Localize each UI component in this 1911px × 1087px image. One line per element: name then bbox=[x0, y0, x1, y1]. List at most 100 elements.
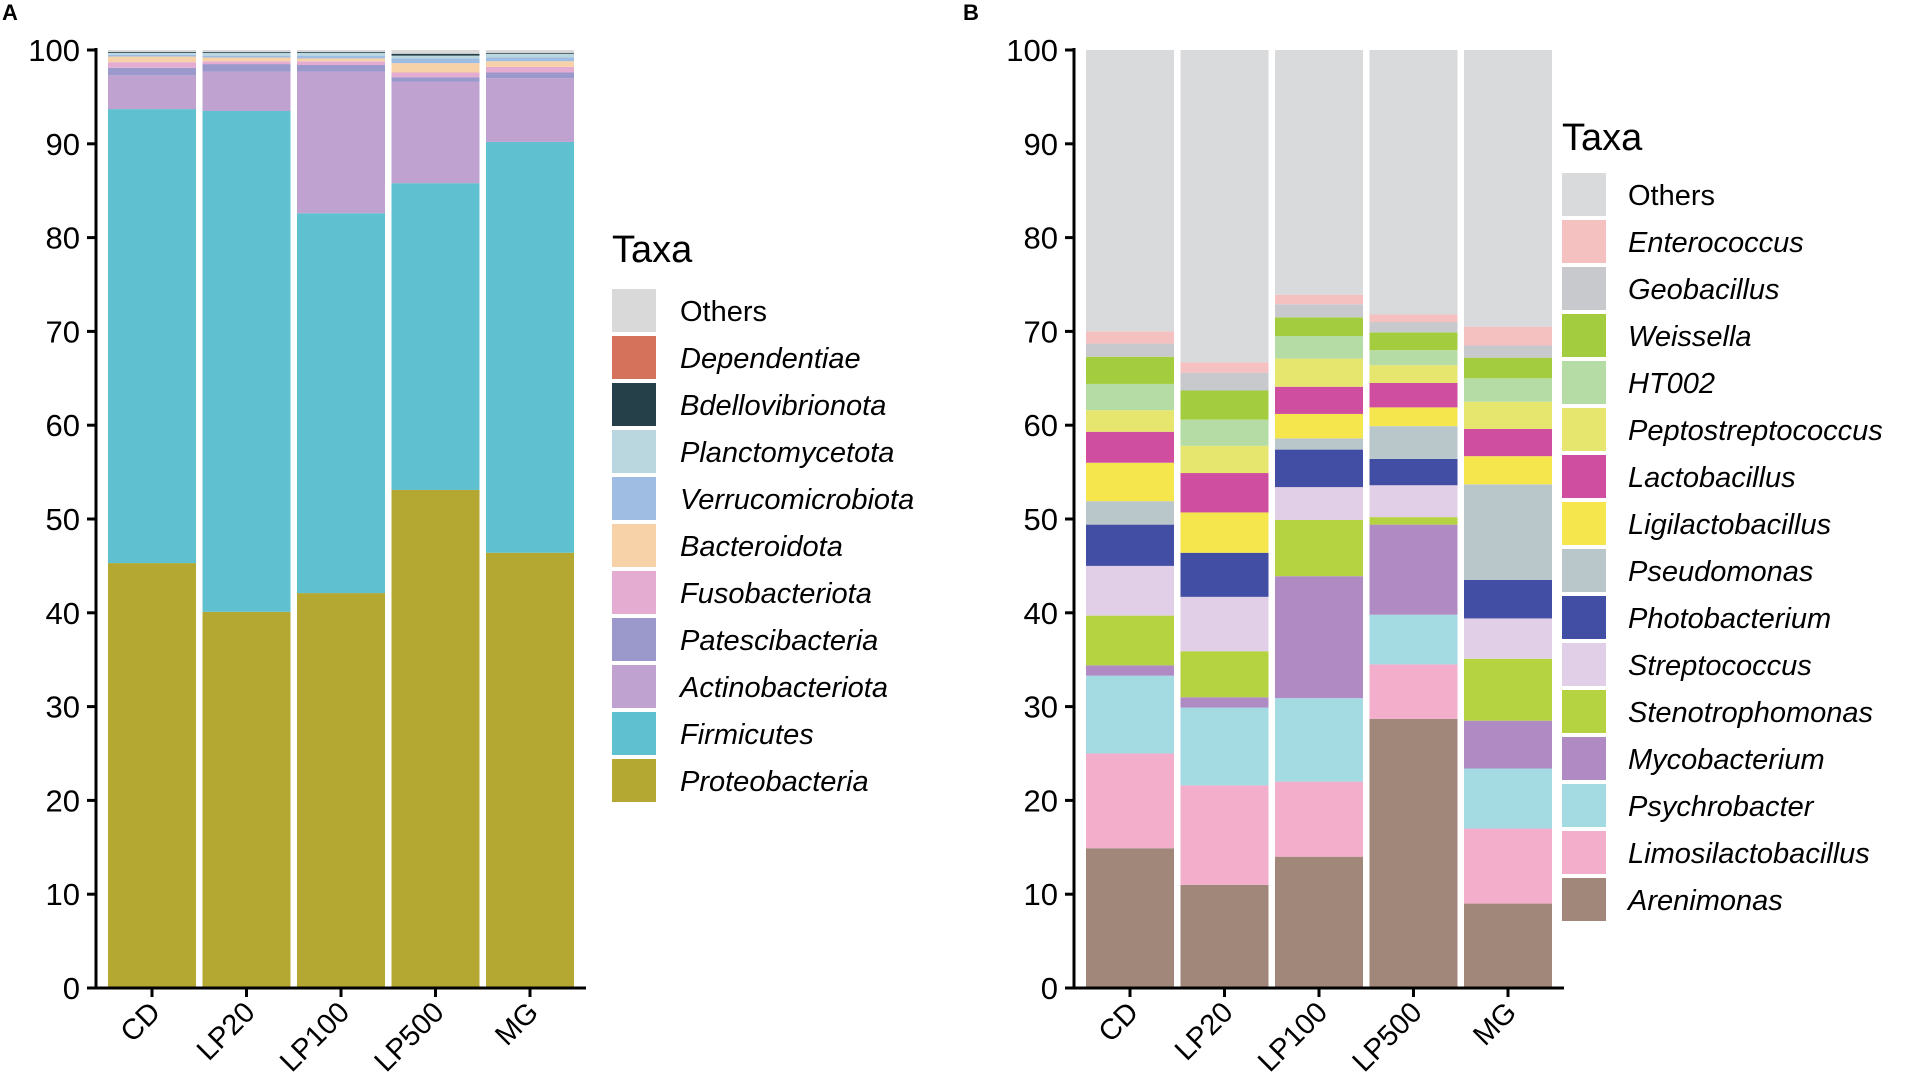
legend-swatch-b-geobacillus bbox=[1562, 267, 1606, 310]
legend-swatch-b-mycobacterium bbox=[1562, 737, 1606, 780]
legend-swatch-b-psychrobacter bbox=[1562, 784, 1606, 827]
bar-segment-a-lp500-planctomycetota bbox=[391, 55, 480, 59]
bar-segment-a-lp100-fusobacteriota bbox=[297, 61, 385, 66]
legend-label-a-proteobacteria: Proteobacteria bbox=[680, 766, 869, 798]
legend-swatch-b-weissella bbox=[1562, 314, 1606, 357]
y-tick-label-a-60: 60 bbox=[46, 408, 80, 443]
bar-segment-b-lp100-pseudomonas bbox=[1275, 438, 1363, 450]
bar-segment-a-mg-verrucomicrobiota bbox=[486, 57, 574, 62]
bar-segment-a-lp20-fusobacteriota bbox=[202, 61, 291, 65]
bar-segment-b-lp100-ligilactobacillus bbox=[1275, 413, 1363, 439]
legend-swatch-b-ht002 bbox=[1562, 361, 1606, 404]
bar-segment-a-lp100-others bbox=[297, 50, 385, 52]
bar-segment-a-lp20-others bbox=[202, 50, 291, 52]
bar-segment-b-lp500-arenimonas bbox=[1369, 718, 1458, 988]
legend-swatch-a-bacteroidota bbox=[612, 524, 656, 567]
legend-label-a-bacteroidota: Bacteroidota bbox=[680, 531, 843, 563]
bar-segment-a-lp20-verrucomicrobiota bbox=[202, 55, 291, 58]
bar-segment-b-lp100-arenimonas bbox=[1275, 856, 1363, 988]
y-tick-label-b-30: 30 bbox=[1024, 690, 1058, 725]
bar-segment-b-lp100-ht002 bbox=[1275, 336, 1363, 359]
bar-segment-a-cd-proteobacteria bbox=[108, 563, 196, 988]
bar-segment-b-cd-streptococcus bbox=[1086, 565, 1174, 616]
y-tick-label-b-40: 40 bbox=[1024, 596, 1058, 631]
bar-segment-a-mg-others bbox=[486, 50, 574, 53]
x-category-label-a-lp20: LP20 bbox=[191, 996, 262, 1067]
legend-swatch-b-enterococcus bbox=[1562, 220, 1606, 263]
bar-segment-a-lp100-patescibacteria bbox=[297, 65, 385, 72]
bar-segment-a-lp100-bdellovibrionota bbox=[297, 51, 385, 53]
y-tick-label-a-70: 70 bbox=[46, 314, 80, 349]
legend-label-a-verrucomicrobiota: Verrucomicrobiota bbox=[680, 484, 914, 516]
bar-segment-b-lp500-ligilactobacillus bbox=[1369, 407, 1458, 427]
legend-swatch-b-limosilactobacillus bbox=[1562, 831, 1606, 874]
bar-segment-b-mg-limosilactobacillus bbox=[1464, 828, 1552, 904]
legend-label-b-ligilactobacillus: Ligilactobacillus bbox=[1628, 509, 1831, 541]
bar-segment-b-lp20-geobacillus bbox=[1180, 372, 1269, 391]
bar-segment-a-mg-planctomycetota bbox=[486, 53, 574, 58]
bar-segment-b-cd-pseudomonas bbox=[1086, 501, 1174, 525]
bar-segment-a-cd-fusobacteriota bbox=[108, 62, 196, 68]
bar-segment-b-lp500-ht002 bbox=[1369, 350, 1458, 366]
bar-segment-a-lp100-proteobacteria bbox=[297, 593, 385, 988]
y-tick-label-b-20: 20 bbox=[1024, 783, 1058, 818]
bar-segment-a-lp20-bacteroidota bbox=[202, 57, 291, 62]
legend-label-b-ht002: HT002 bbox=[1628, 368, 1715, 400]
bar-segment-b-lp500-mycobacterium bbox=[1369, 524, 1458, 615]
bar-segment-b-lp20-stenotrophomonas bbox=[1180, 651, 1269, 698]
legend-swatch-b-photobacterium bbox=[1562, 596, 1606, 639]
legend-swatch-a-patescibacteria bbox=[612, 618, 656, 661]
bar-segment-b-lp500-others bbox=[1369, 50, 1458, 315]
bar-segment-b-lp100-geobacillus bbox=[1275, 304, 1363, 318]
bar-segment-a-lp100-planctomycetota bbox=[297, 52, 385, 56]
bar-segment-a-lp500-others bbox=[391, 50, 480, 54]
legend-label-a-fusobacteriota: Fusobacteriota bbox=[680, 578, 872, 610]
bar-segment-b-lp500-streptococcus bbox=[1369, 485, 1458, 518]
legend-label-b-pseudomonas: Pseudomonas bbox=[1628, 556, 1813, 588]
bar-segment-a-lp500-patescibacteria bbox=[391, 77, 480, 82]
bar-segment-a-mg-bdellovibrionota bbox=[486, 52, 574, 54]
y-tick-label-b-100: 100 bbox=[1006, 33, 1058, 68]
bar-segment-b-lp500-enterococcus bbox=[1369, 314, 1458, 323]
legend-label-b-psychrobacter: Psychrobacter bbox=[1628, 791, 1815, 823]
bar-segment-b-lp20-mycobacterium bbox=[1180, 697, 1269, 708]
bar-segment-b-cd-arenimonas bbox=[1086, 848, 1174, 988]
y-tick-label-a-10: 10 bbox=[46, 877, 80, 912]
bar-segment-b-lp20-limosilactobacillus bbox=[1180, 785, 1269, 885]
bar-segment-b-lp500-weissella bbox=[1369, 332, 1458, 351]
bar-segment-a-lp20-firmicutes bbox=[202, 110, 291, 612]
panel-b: B 0 10 20 30 40 50 60 70 80 90 100 CD LP20 LP100 LP500 M… bbox=[963, 0, 1883, 1078]
bar-segment-b-mg-peptostreptococcus bbox=[1464, 401, 1552, 429]
bar-segment-a-lp20-planctomycetota bbox=[202, 52, 291, 56]
legend-label-b-mycobacterium: Mycobacterium bbox=[1628, 744, 1825, 776]
bar-segment-b-lp20-others bbox=[1180, 50, 1269, 363]
bar-segment-a-cd-patescibacteria bbox=[108, 67, 196, 76]
bar-segment-b-lp100-others bbox=[1275, 50, 1363, 295]
bar-segment-b-cd-limosilactobacillus bbox=[1086, 753, 1174, 849]
bar-segment-b-lp500-psychrobacter bbox=[1369, 614, 1458, 665]
bar-segment-b-cd-ligilactobacillus bbox=[1086, 462, 1174, 502]
y-tick-label-a-100: 100 bbox=[28, 33, 80, 68]
bar-segment-b-lp20-ht002 bbox=[1180, 419, 1269, 446]
bar-segment-a-cd-bacteroidota bbox=[108, 56, 196, 63]
legend-swatch-b-lactobacillus bbox=[1562, 455, 1606, 498]
bar-segment-b-mg-photobacterium bbox=[1464, 579, 1552, 619]
bar-segment-a-cd-others bbox=[108, 50, 196, 52]
bar-segment-b-lp20-psychrobacter bbox=[1180, 707, 1269, 786]
bar-segment-b-mg-others bbox=[1464, 50, 1552, 327]
bar-segment-a-lp100-verrucomicrobiota bbox=[297, 55, 385, 59]
bar-segment-b-cd-ht002 bbox=[1086, 383, 1174, 411]
bar-segment-b-lp100-streptococcus bbox=[1275, 487, 1363, 520]
y-tick-label-b-80: 80 bbox=[1024, 221, 1058, 256]
bar-segment-b-cd-geobacillus bbox=[1086, 343, 1174, 357]
legend-label-a-bdellovibrionota: Bdellovibrionota bbox=[680, 390, 886, 422]
y-tick-label-b-10: 10 bbox=[1024, 877, 1058, 912]
x-category-label-b-cd: CD bbox=[1093, 996, 1145, 1048]
legend-label-a-planctomycetota: Planctomycetota bbox=[680, 437, 894, 469]
bar-segment-a-cd-firmicutes bbox=[108, 109, 196, 564]
bar-segment-b-cd-weissella bbox=[1086, 356, 1174, 384]
bar-segment-b-mg-pseudomonas bbox=[1464, 484, 1552, 580]
legend-swatch-a-actinobacteriota bbox=[612, 665, 656, 708]
legend-label-b-photobacterium: Photobacterium bbox=[1628, 603, 1831, 635]
